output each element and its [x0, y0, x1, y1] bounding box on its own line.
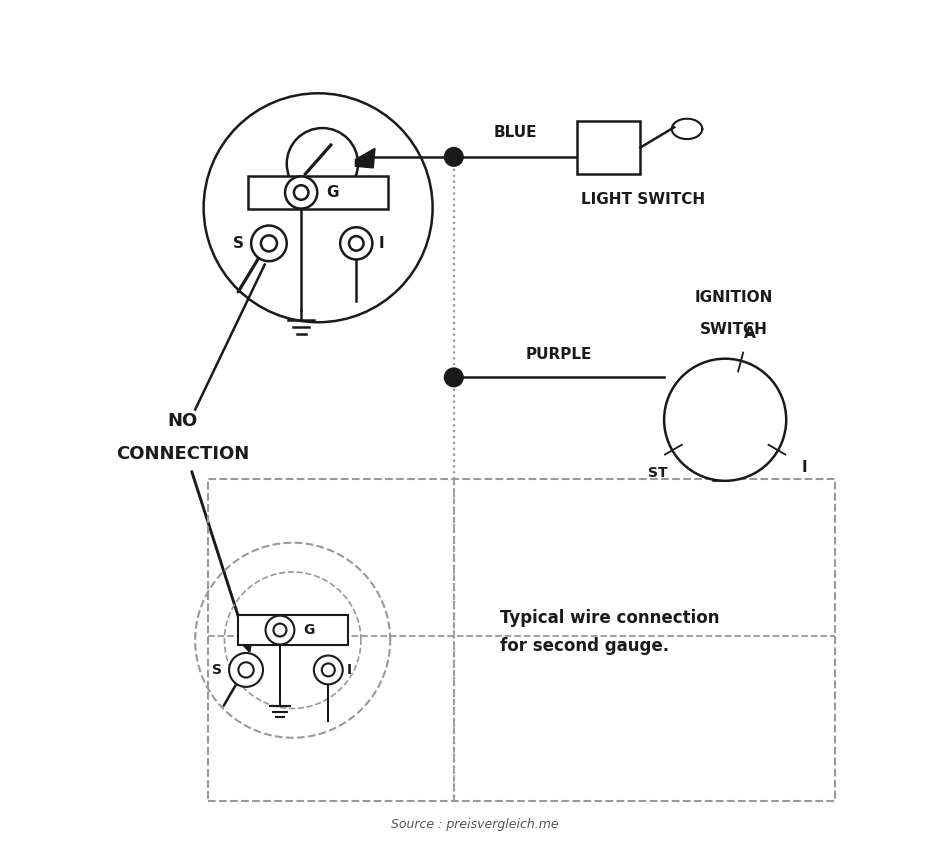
Text: A: A — [744, 326, 756, 342]
Bar — [248, 176, 389, 209]
Text: I: I — [801, 460, 807, 475]
Text: I: I — [378, 236, 384, 251]
Text: Source : preisvergleich.me: Source : preisvergleich.me — [391, 817, 559, 831]
Text: LIGHT SWITCH: LIGHT SWITCH — [581, 192, 705, 208]
Circle shape — [294, 185, 309, 200]
Text: S: S — [212, 663, 222, 677]
Bar — [208, 479, 835, 801]
Circle shape — [274, 623, 287, 637]
Text: CONNECTION: CONNECTION — [116, 444, 249, 463]
Circle shape — [664, 359, 787, 481]
Text: IGNITION: IGNITION — [694, 290, 773, 305]
Text: ST: ST — [648, 466, 668, 480]
Circle shape — [238, 662, 254, 678]
Circle shape — [314, 656, 343, 684]
Text: PURPLE: PURPLE — [525, 347, 592, 362]
Circle shape — [285, 176, 317, 209]
Circle shape — [349, 236, 364, 251]
Text: G: G — [327, 185, 339, 200]
Bar — [238, 615, 348, 645]
Text: BLUE: BLUE — [494, 125, 537, 140]
Polygon shape — [355, 148, 375, 168]
Text: NO: NO — [167, 412, 198, 431]
Text: Typical wire connection
for second gauge.: Typical wire connection for second gauge… — [501, 609, 720, 655]
Bar — [577, 121, 640, 174]
Text: I: I — [347, 663, 352, 677]
Circle shape — [287, 128, 358, 199]
Circle shape — [340, 227, 372, 259]
Circle shape — [445, 148, 464, 166]
Circle shape — [266, 616, 294, 644]
Circle shape — [322, 663, 334, 677]
Text: S: S — [233, 236, 243, 251]
Circle shape — [251, 226, 287, 261]
Text: G: G — [303, 623, 314, 637]
Circle shape — [445, 368, 464, 387]
Text: SWITCH: SWITCH — [700, 321, 768, 337]
Circle shape — [261, 236, 277, 251]
Circle shape — [203, 93, 432, 322]
Circle shape — [229, 653, 263, 687]
